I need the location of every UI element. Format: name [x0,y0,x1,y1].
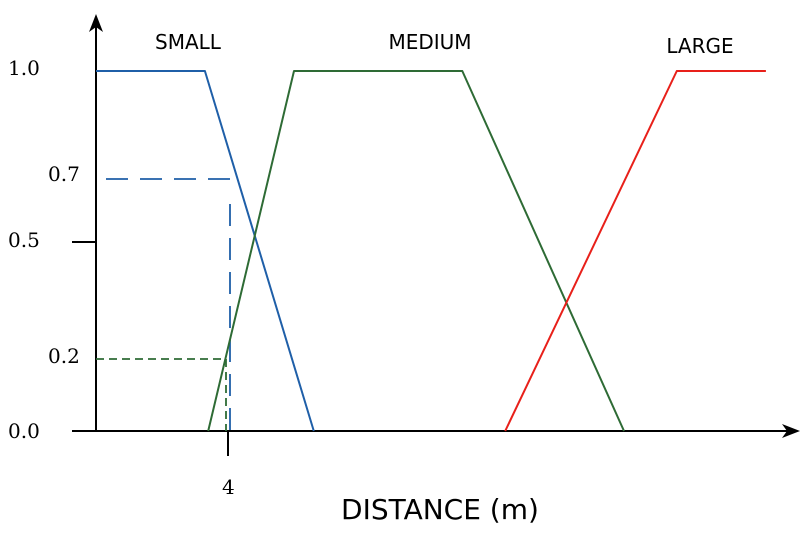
y-tick-label: 0.5 [8,228,40,252]
series-label-small: SMALL [155,30,222,54]
y-tick-label: 0.0 [8,419,40,443]
y-tick-label: 0.7 [48,162,80,186]
series-label-medium: MEDIUM [388,30,471,54]
series-line-medium [207,70,625,432]
series-label-large: LARGE [666,34,733,58]
series-line-small [96,70,315,432]
x-axis-label: DISTANCE (m) [341,493,539,526]
y-tick-label: 1.0 [8,56,40,80]
series-line-large [504,70,766,432]
y-tick-label: 0.2 [48,344,80,368]
x-tick-label: 4 [222,475,235,499]
x-axis-arrowhead [782,424,800,438]
y-axis-arrowhead [89,14,103,32]
